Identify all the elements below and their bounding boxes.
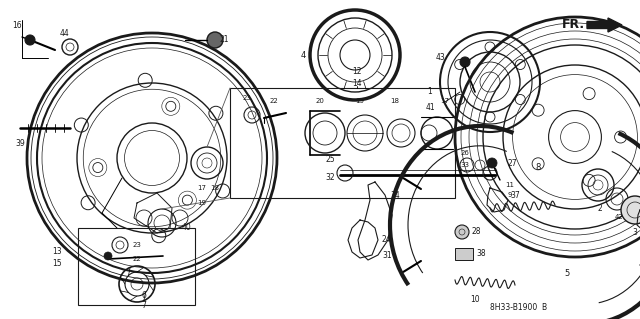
Text: 32: 32 <box>325 173 335 182</box>
Text: 31: 31 <box>382 250 392 259</box>
Circle shape <box>621 196 640 224</box>
Text: 33: 33 <box>461 162 470 168</box>
Bar <box>78 228 195 305</box>
Text: 9: 9 <box>508 192 512 198</box>
Text: 44: 44 <box>60 28 70 38</box>
Text: 16: 16 <box>12 20 22 29</box>
Text: 43: 43 <box>435 53 445 62</box>
Text: 26: 26 <box>461 150 469 156</box>
Text: 4: 4 <box>300 50 306 60</box>
Circle shape <box>207 32 223 48</box>
Text: 13: 13 <box>52 248 62 256</box>
Text: 34: 34 <box>390 190 400 199</box>
Text: 38: 38 <box>476 249 486 258</box>
Text: 22: 22 <box>269 98 278 104</box>
Bar <box>455 248 473 260</box>
Text: 10: 10 <box>470 295 480 305</box>
Text: 40: 40 <box>182 224 192 233</box>
Text: 12: 12 <box>352 68 362 77</box>
Text: 37: 37 <box>510 191 520 201</box>
Circle shape <box>104 252 112 260</box>
Circle shape <box>25 35 35 45</box>
Text: 27: 27 <box>507 159 516 167</box>
Text: 22: 22 <box>133 256 141 262</box>
Text: 23: 23 <box>243 95 252 101</box>
Circle shape <box>460 57 470 67</box>
Circle shape <box>487 158 497 168</box>
Text: 3: 3 <box>632 228 637 237</box>
Text: 8: 8 <box>535 164 540 173</box>
Text: 8H33-B1900  B: 8H33-B1900 B <box>490 303 547 313</box>
Text: 11: 11 <box>506 182 515 188</box>
Text: 5: 5 <box>564 269 570 278</box>
Text: 18: 18 <box>210 185 219 191</box>
Text: 28: 28 <box>472 227 481 236</box>
Bar <box>230 88 455 198</box>
Text: 7: 7 <box>141 301 147 310</box>
Text: 1: 1 <box>428 87 433 97</box>
Text: 17: 17 <box>197 185 206 191</box>
Text: 20: 20 <box>316 98 324 104</box>
Text: 18: 18 <box>390 98 399 104</box>
Text: 19: 19 <box>355 98 365 104</box>
Text: 15: 15 <box>52 259 62 269</box>
Text: 17: 17 <box>440 98 449 104</box>
Text: FR.: FR. <box>562 19 585 32</box>
Text: 2: 2 <box>598 204 602 213</box>
Text: 23: 23 <box>133 242 142 248</box>
Circle shape <box>455 225 469 239</box>
Text: 21: 21 <box>220 35 230 44</box>
Text: 24: 24 <box>382 235 392 244</box>
Text: 19: 19 <box>197 200 206 206</box>
Text: 25: 25 <box>325 155 335 165</box>
Text: 39: 39 <box>15 138 25 147</box>
Text: 6: 6 <box>141 291 147 300</box>
Text: 42: 42 <box>614 214 623 220</box>
Text: 14: 14 <box>352 79 362 88</box>
FancyArrow shape <box>587 18 622 32</box>
Text: 41: 41 <box>425 102 435 112</box>
